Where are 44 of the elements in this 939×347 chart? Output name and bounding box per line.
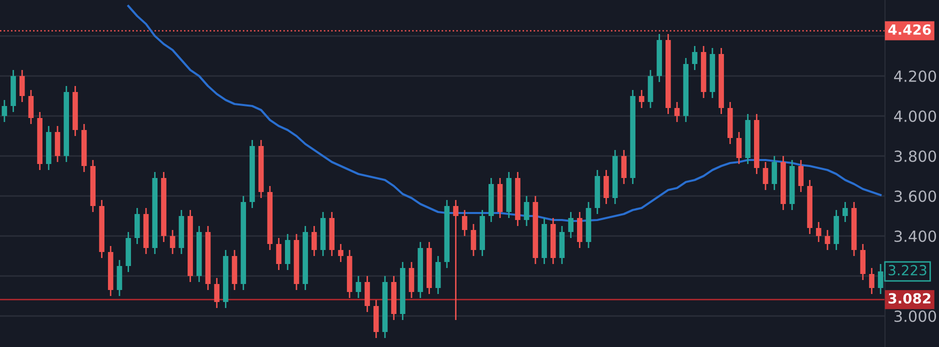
y-tick-label: 3.800	[894, 150, 936, 162]
candlestick	[28, 89, 34, 125]
candlestick	[453, 199, 458, 321]
candlestick	[408, 261, 414, 299]
candlestick	[470, 223, 476, 257]
candlestick	[116, 259, 122, 297]
candlestick	[276, 237, 282, 271]
text: 3.223	[888, 264, 926, 276]
candlestick	[19, 69, 25, 103]
y-tick-label: 3.400	[894, 230, 936, 242]
candlestick	[338, 243, 344, 263]
candlestick	[284, 233, 290, 271]
candlestick	[577, 211, 582, 249]
ref-line-label: 4.426	[888, 24, 931, 35]
candlestick	[364, 275, 370, 313]
candlestick	[772, 155, 778, 191]
candlestick	[674, 101, 680, 123]
candlestick	[2, 99, 8, 123]
candlestick	[842, 201, 848, 223]
candlestick	[816, 221, 822, 243]
candlestick	[170, 229, 176, 255]
candlestick	[869, 267, 874, 295]
candlestick	[312, 225, 317, 257]
candlestick	[356, 275, 362, 299]
candlestick	[638, 89, 644, 109]
candlestick	[134, 207, 140, 245]
candlestick	[736, 131, 742, 165]
candlestick	[462, 209, 468, 237]
candlestick	[214, 277, 220, 309]
candlestick	[621, 149, 627, 185]
ref-line-label: 3.082	[888, 293, 930, 304]
candlestick	[762, 161, 768, 191]
y-tick-label: 3.000	[894, 310, 936, 322]
candlestick	[692, 45, 698, 71]
candlestick	[860, 243, 866, 281]
candlestick	[798, 159, 804, 193]
y-tick-label: 4.000	[894, 110, 936, 122]
candlestick	[604, 169, 609, 205]
candlestick	[54, 125, 60, 163]
y-tick-label: 4.200	[894, 70, 936, 82]
y-tick-label: 3.600	[894, 190, 936, 202]
candlestick	[524, 195, 530, 227]
candlestick	[568, 211, 574, 239]
candlestick	[824, 229, 830, 251]
